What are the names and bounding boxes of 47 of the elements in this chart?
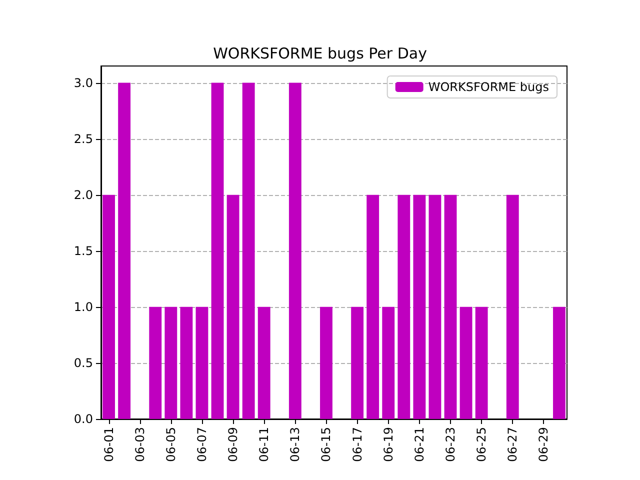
bar [506,194,519,419]
y-tick-label: 2.0 [74,188,93,202]
y-tick-label: 2.5 [74,132,93,146]
bar [102,194,115,419]
bar [196,306,208,419]
bar [382,306,395,419]
x-tick-label: 06-07 [194,427,209,462]
bar [226,194,240,419]
chart-title: WORKSFORME bugs Per Day [213,44,428,62]
x-tick-label: 06-27 [506,427,520,462]
bar [118,82,131,419]
bar [320,306,332,419]
bar [258,306,270,419]
x-tick-label: 06-13 [288,427,302,462]
bar [180,306,193,419]
bar [475,306,488,419]
bar [553,306,566,419]
x-tick-label: 06-25 [474,427,489,462]
bar [460,306,472,419]
x-tick-label: 06-29 [536,427,551,462]
bar [366,194,380,419]
y-tick-label: 3.0 [74,76,93,90]
bar [149,306,162,419]
x-tick-label: 06-17 [350,427,364,462]
y-tick-label: 1.0 [74,300,93,314]
legend-label: WORKSFORME bugs [428,80,550,94]
bar [413,194,426,419]
x-tick-label: 06-11 [257,427,272,462]
x-tick-label: 06-19 [381,427,396,462]
bar [164,306,178,419]
x-tick-label: 06-09 [226,427,240,462]
x-tick-label: 06-03 [132,427,147,462]
y-tick-label: 0.5 [74,356,93,370]
y-tick-label: 0.0 [74,412,93,426]
x-tick-label: 06-21 [412,427,426,462]
bar [428,194,442,419]
x-tick-label: 06-01 [102,427,116,462]
bar [351,306,364,419]
bar [288,82,302,419]
x-tick-label: 06-23 [444,427,458,462]
y-tick-label: 1.5 [74,244,93,258]
x-tick-label: 06-15 [319,427,334,462]
bar [444,194,457,419]
bar [211,82,224,419]
x-tick-label: 06-05 [164,427,178,462]
bar [242,82,255,419]
bar [398,194,410,419]
